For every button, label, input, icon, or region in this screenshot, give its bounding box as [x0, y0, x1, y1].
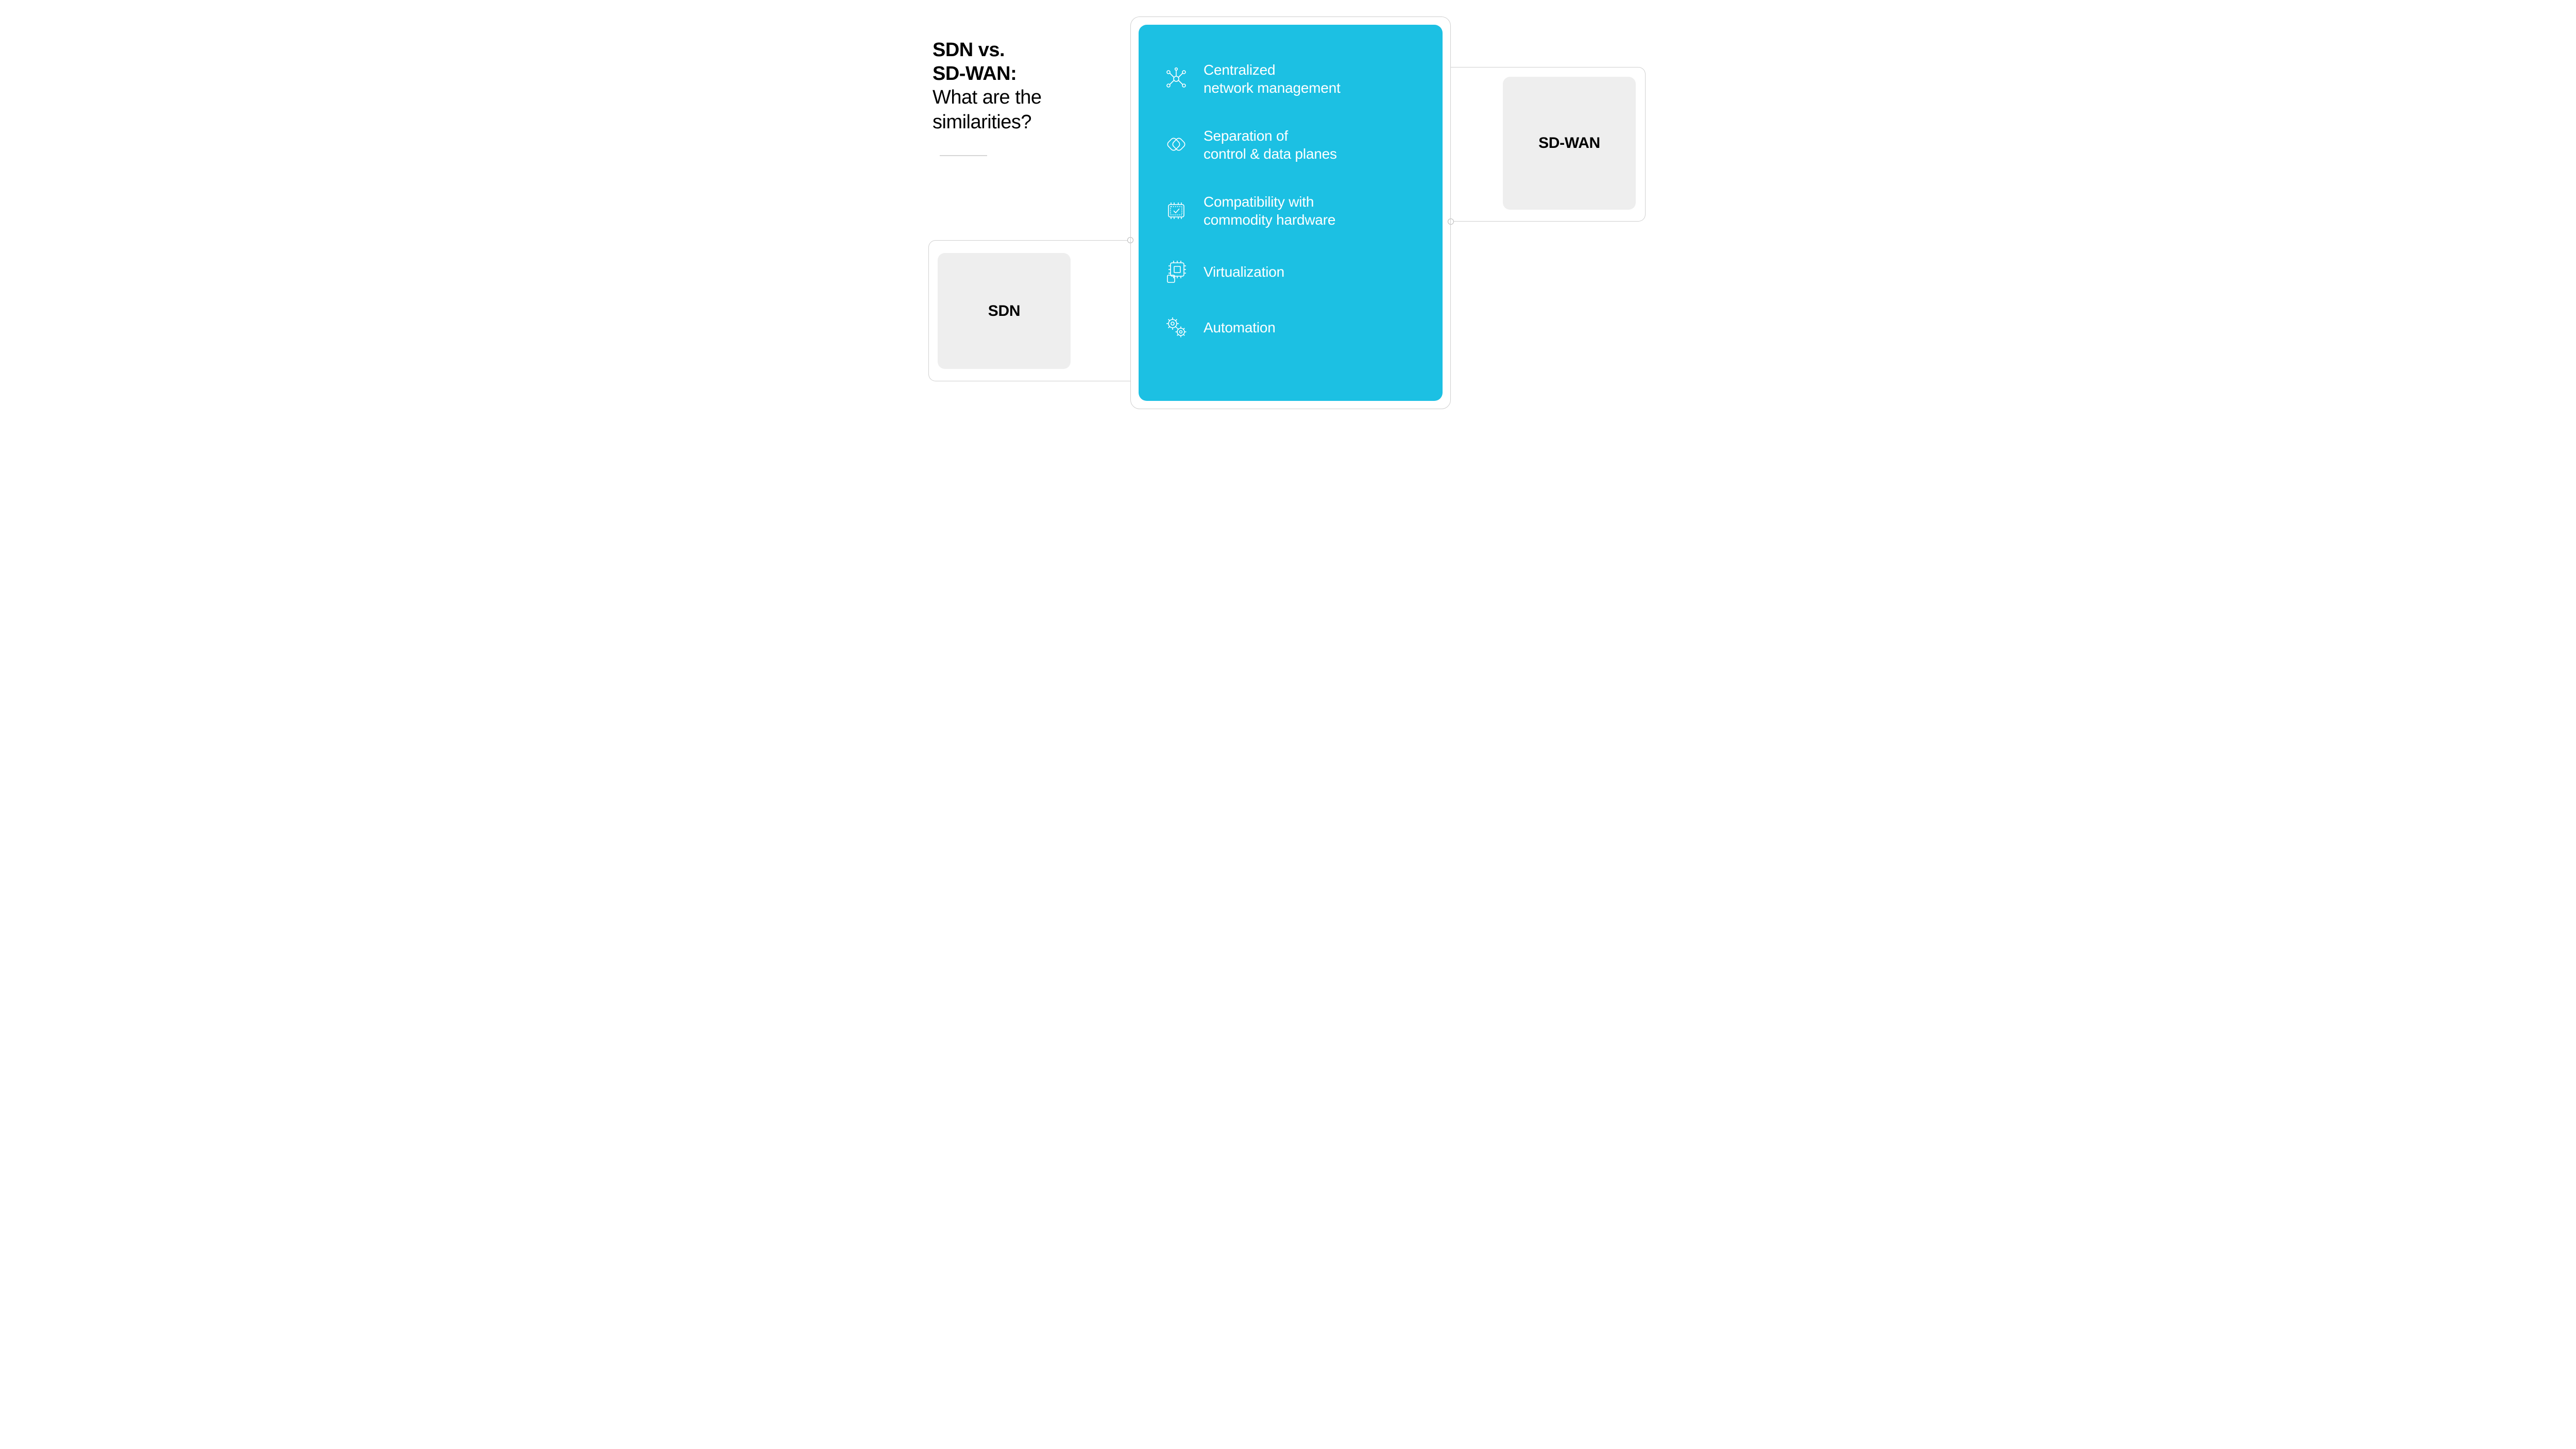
title-underline	[940, 155, 987, 156]
row-line-1: Virtualization	[1204, 264, 1284, 280]
title-line-4: similarities?	[933, 110, 1108, 135]
row-line-1: Separation of	[1204, 128, 1288, 144]
similarity-text: Compatibility with commodity hardware	[1204, 193, 1335, 229]
diagram-canvas: SDN vs. SD-WAN: What are the similaritie…	[902, 0, 1674, 435]
similarity-row: Centralized network management	[1163, 61, 1418, 97]
similarity-row: Separation of control & data planes	[1163, 127, 1418, 163]
row-line-1: Compatibility with	[1204, 194, 1314, 210]
sdn-label: SDN	[988, 302, 1020, 320]
similarity-text: Centralized network management	[1204, 61, 1341, 97]
title-line-2: SD-WAN:	[933, 62, 1108, 86]
cpu-stack-icon	[1163, 259, 1189, 284]
title-line-3: What are the	[933, 86, 1108, 110]
row-line-2: control & data planes	[1204, 146, 1337, 162]
row-line-1: Automation	[1204, 319, 1276, 335]
similarity-row: Automation	[1163, 314, 1418, 340]
row-line-2: network management	[1204, 80, 1341, 96]
gears-icon	[1163, 314, 1189, 340]
similarity-row: Virtualization	[1163, 259, 1418, 284]
overlap-squares-icon	[1163, 132, 1189, 158]
sdwan-label: SD-WAN	[1538, 134, 1600, 152]
similarities-panel: Centralized network management Separatio…	[1139, 25, 1443, 401]
similarity-row: Compatibility with commodity hardware	[1163, 193, 1418, 229]
sdwan-box: SD-WAN	[1503, 77, 1636, 210]
similarity-text: Separation of control & data planes	[1204, 127, 1337, 163]
similarity-text: Virtualization	[1204, 263, 1284, 281]
chip-check-icon	[1163, 198, 1189, 224]
network-nodes-icon	[1163, 66, 1189, 92]
title-block: SDN vs. SD-WAN: What are the similaritie…	[933, 39, 1108, 156]
title-line-1: SDN vs.	[933, 39, 1108, 62]
similarity-text: Automation	[1204, 318, 1276, 336]
row-line-1: Centralized	[1204, 62, 1275, 78]
sdn-box: SDN	[938, 253, 1071, 369]
row-line-2: commodity hardware	[1204, 212, 1335, 228]
